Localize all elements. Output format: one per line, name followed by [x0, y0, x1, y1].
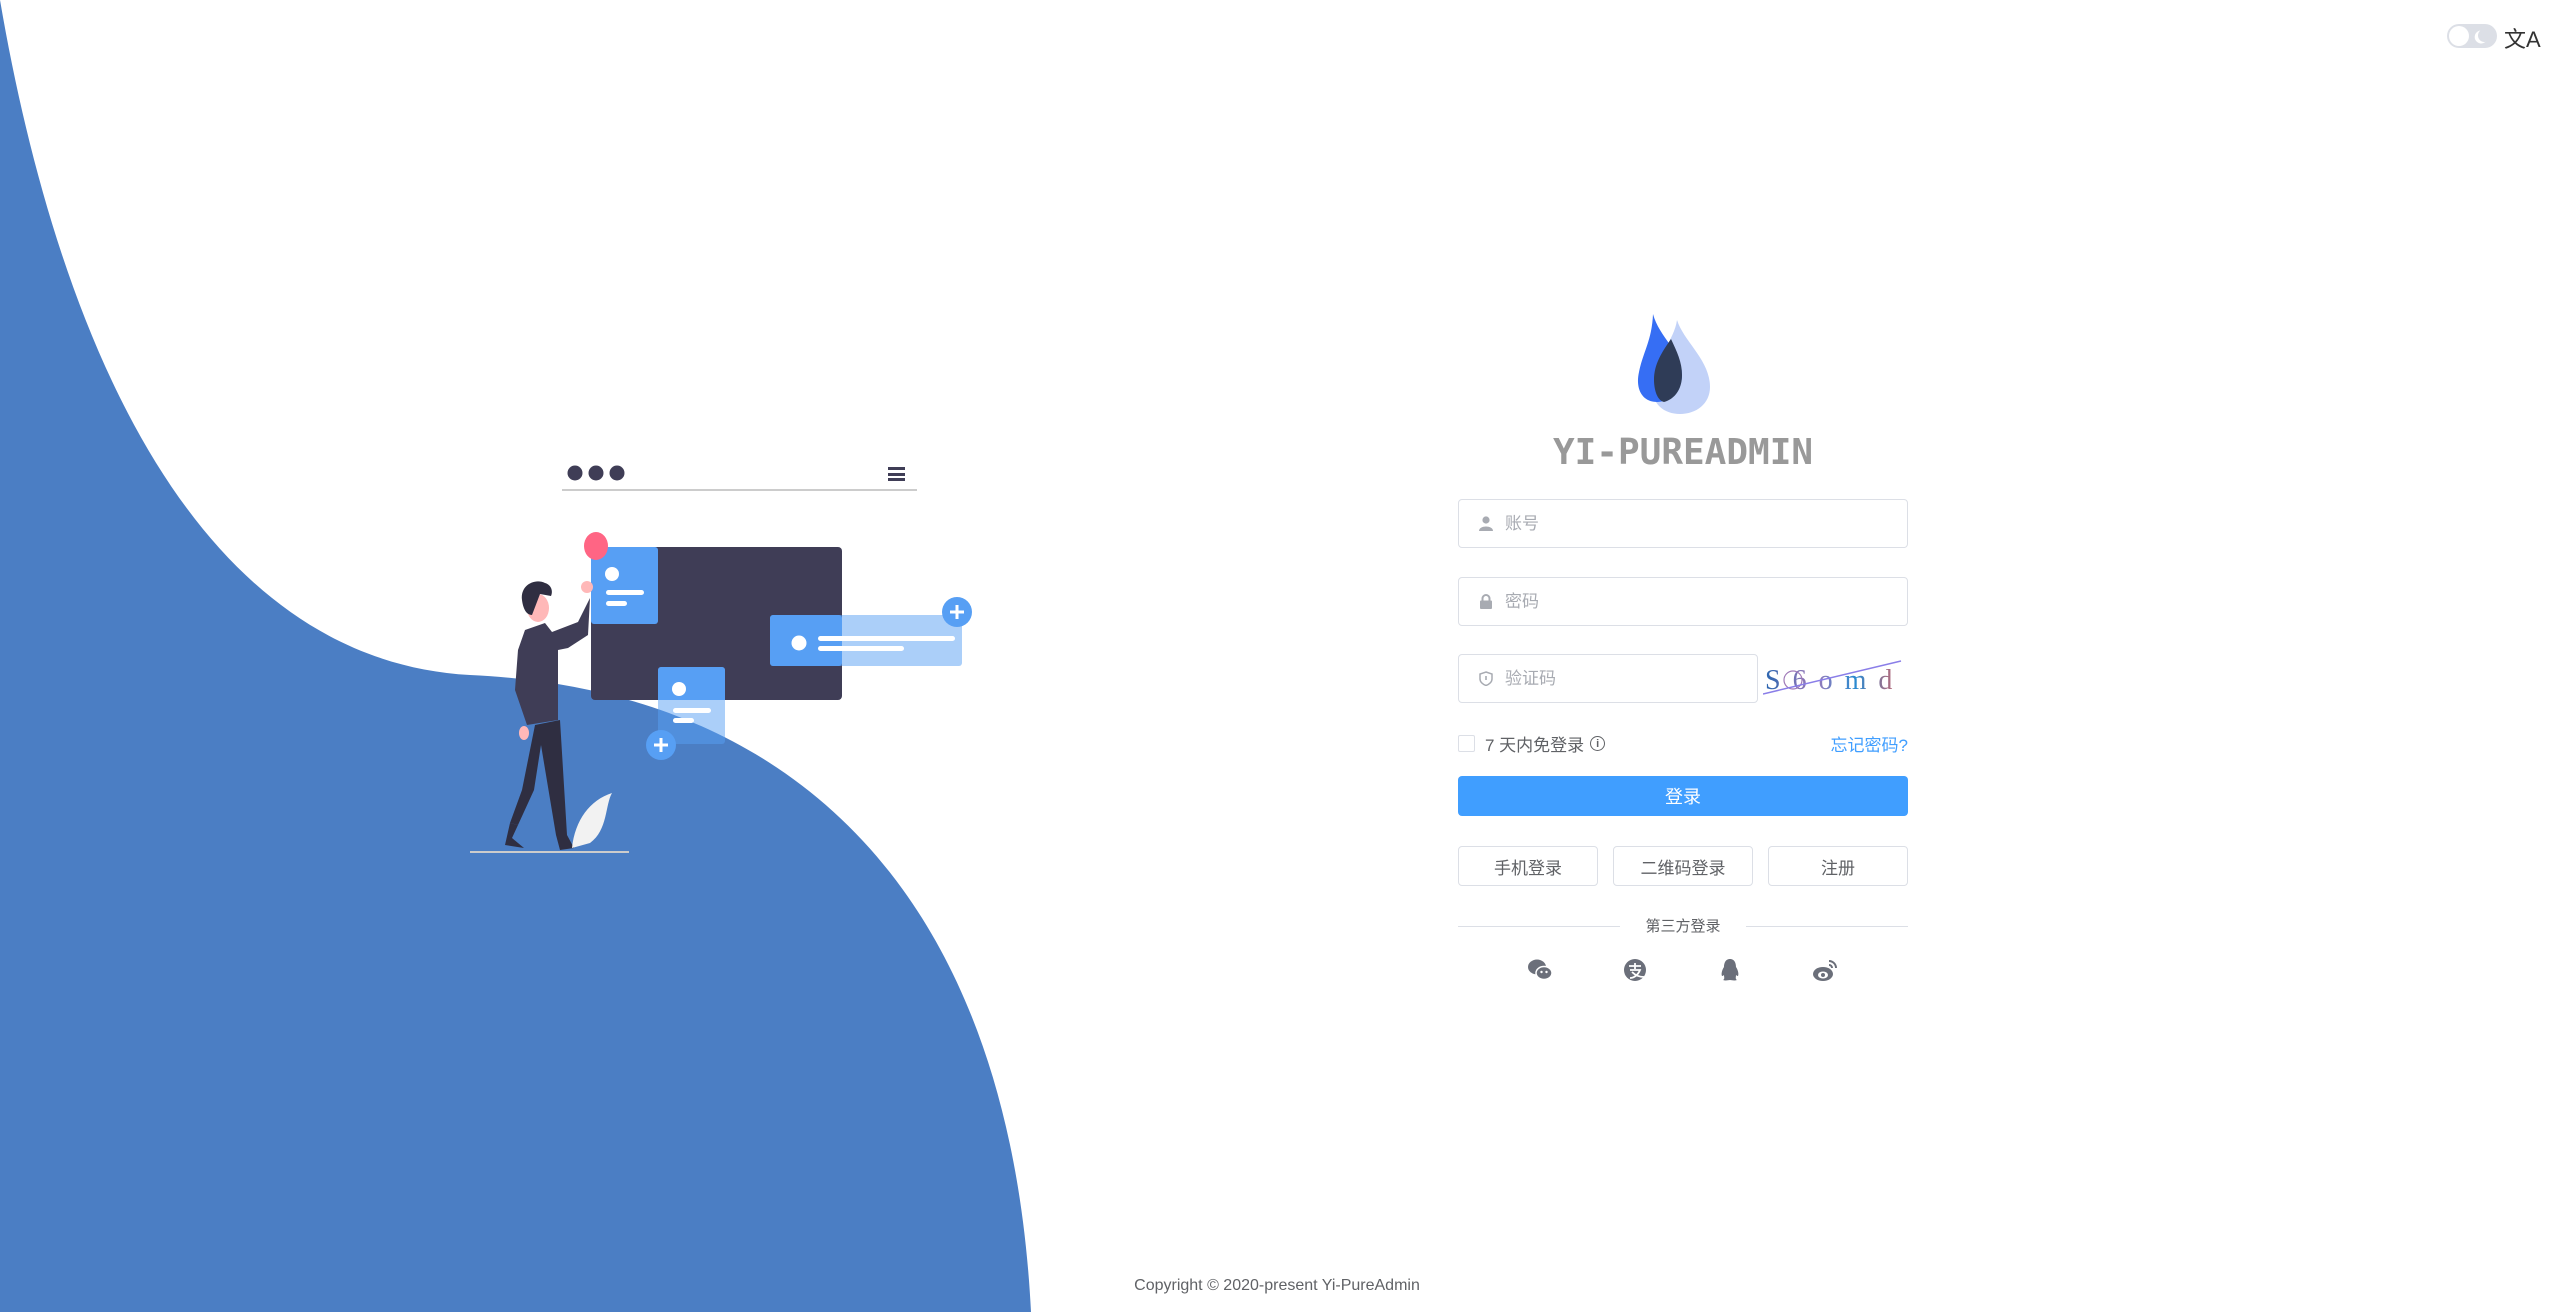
qrcode-login-button[interactable]: 二维码登录 [1613, 846, 1753, 886]
login-button[interactable]: 登录 [1458, 776, 1908, 816]
alipay-icon[interactable] [1621, 956, 1649, 984]
lock-icon [1480, 594, 1492, 609]
username-input[interactable] [1505, 513, 1907, 534]
copyright: Copyright © 2020-present Yi-PureAdmin [1134, 1277, 1420, 1294]
third-party-label: 第三方登录 [1620, 915, 1746, 936]
captcha-image[interactable]: S6omd [1763, 654, 1908, 702]
person-illustration [470, 581, 629, 853]
username-field[interactable] [1458, 499, 1908, 548]
register-button[interactable]: 注册 [1768, 846, 1908, 886]
browser-illustration [562, 465, 972, 760]
password-field[interactable] [1458, 577, 1908, 626]
dark-mode-toggle[interactable] [2447, 24, 2497, 48]
background-wave [0, 0, 1031, 1312]
info-icon[interactable]: i [1590, 736, 1606, 751]
logo-icon [1637, 314, 1710, 414]
weibo-icon[interactable] [1811, 956, 1839, 984]
qq-icon[interactable] [1716, 956, 1744, 984]
captcha-input[interactable] [1505, 668, 1757, 689]
user-icon [1479, 516, 1493, 531]
remember-label: 7 天内免登录 [1485, 736, 1585, 755]
toggle-knob [2449, 26, 2469, 46]
captcha-text: S6omd [1765, 665, 1904, 696]
remember-checkbox[interactable] [1458, 735, 1475, 752]
captcha-field[interactable] [1458, 654, 1758, 703]
app-title: YI-PUREADMIN [1552, 432, 1814, 473]
forgot-password-link[interactable]: 忘记密码? [1830, 736, 1908, 755]
password-input[interactable] [1505, 591, 1907, 612]
shield-icon [1479, 671, 1493, 686]
moon-icon [2477, 28, 2492, 43]
remember-me[interactable]: 7 天内免登录 i [1458, 731, 1606, 756]
wechat-icon[interactable] [1526, 956, 1554, 984]
phone-login-button[interactable]: 手机登录 [1458, 846, 1598, 886]
translate-icon[interactable]: 文A [2504, 27, 2541, 52]
